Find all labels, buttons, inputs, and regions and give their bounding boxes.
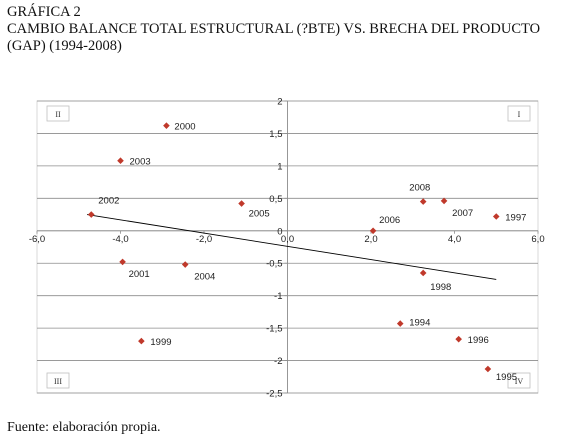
y-tick-label: -2,5 [266, 389, 282, 400]
data-point-2002 [87, 211, 95, 218]
point-label-2000: 2000 [174, 122, 195, 133]
data-point-2000 [163, 122, 170, 129]
quadrant-label-i: I [518, 110, 521, 119]
point-label-1994: 1994 [409, 318, 430, 329]
y-tick-label: 1 [277, 161, 282, 172]
x-tick-label: 6,0 [531, 234, 544, 245]
y-tick-label: -1,5 [266, 324, 282, 335]
y-tick-label: 0 [277, 226, 282, 237]
chart-title-line-2: CAMBIO BALANCE TOTAL ESTRUCTURAL (?BTE) … [7, 21, 541, 37]
data-point-1997 [492, 213, 500, 220]
quadrant-label-iii: III [54, 377, 62, 386]
point-label-1996: 1996 [468, 335, 489, 346]
x-tick-label: -6,0 [29, 234, 45, 245]
quadrant-label-ii-box [46, 105, 70, 122]
point-label-2006: 2006 [379, 215, 400, 226]
x-tick-label: -2,0 [196, 234, 212, 245]
x-tick-label: 4,0 [448, 234, 461, 245]
point-label-2003: 2003 [130, 157, 151, 168]
point-label-2007: 2007 [452, 208, 473, 219]
data-point-1994 [396, 320, 404, 327]
data-point-2005 [238, 200, 245, 207]
point-label-1999: 1999 [150, 337, 171, 348]
data-point-2004 [181, 261, 189, 268]
data-point-1996 [455, 335, 462, 343]
x-tick-label: -4,0 [112, 234, 128, 245]
y-tick-label: -2 [274, 356, 282, 367]
chart-title-line-1: GRÁFICA 2 [7, 4, 81, 20]
data-point-1998 [419, 269, 427, 277]
point-label-2005: 2005 [249, 209, 270, 220]
x-tick-label: 2,0 [364, 234, 377, 245]
source-note: Fuente: elaboración propia. [7, 420, 161, 435]
quadrant-label-iv: IV [515, 377, 524, 386]
quadrant-label-i-box [507, 105, 531, 122]
y-tick-label: -0,5 [266, 259, 282, 270]
point-label-2008: 2008 [409, 183, 430, 194]
point-label-2002: 2002 [98, 196, 119, 207]
y-tick-label: -1 [274, 291, 282, 302]
quadrant-label-iii-box [46, 372, 70, 389]
data-point-2006 [369, 227, 377, 235]
trend-line [87, 214, 497, 280]
point-label-1998: 1998 [430, 282, 451, 293]
data-point-2007 [440, 197, 448, 205]
point-label-2004: 2004 [194, 272, 215, 283]
y-tick-label: 0,5 [269, 194, 282, 205]
point-label-1995: 1995 [496, 372, 517, 383]
quadrant-label-iv-box [507, 372, 531, 389]
chart-title-line-3: (GAP) (1994-2008) [7, 38, 122, 54]
quadrant-label-ii: II [55, 110, 61, 119]
data-point-2001 [119, 258, 126, 266]
y-tick-label: 2 [277, 97, 282, 108]
point-label-1997: 1997 [505, 213, 526, 224]
y-tick-label: 1,5 [269, 129, 282, 140]
data-point-1995 [484, 365, 492, 373]
x-tick-label: 0,0 [281, 234, 294, 245]
data-point-2008 [419, 198, 427, 205]
point-label-2001: 2001 [129, 269, 150, 280]
data-point-1999 [138, 337, 145, 345]
data-point-2003 [117, 157, 124, 164]
